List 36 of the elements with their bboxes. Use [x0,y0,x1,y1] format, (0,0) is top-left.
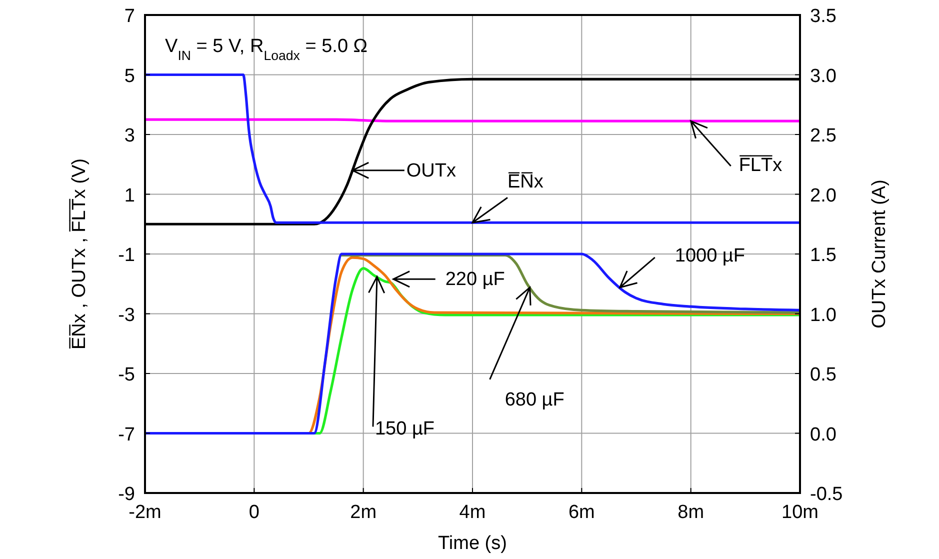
annotation: 220 µF [445,269,505,290]
y2-tick-label: 3.5 [810,6,836,27]
x-tick-label: 4m [459,502,486,523]
text: V$_{IN}$ = 5 V, R$_{Loadx}$ = 5.0 Ω [165,36,368,62]
y2-axis-title: OUTx Current (A) [869,180,890,328]
x-tick-label: -2m [128,502,162,523]
x-tick-label: 0 [248,502,260,523]
annotation: OUTx [406,160,457,182]
y2-tick-label: 0.0 [810,424,836,446]
annotation: F̅L̅T̅x [738,155,783,176]
x-tick-label: 10m [782,502,818,523]
y-tick-label: 3 [124,126,135,146]
x-tick-label: 2m [350,502,377,523]
x-axis-title: Time (s) [438,533,507,554]
y2-tick-label: -0.5 [810,484,843,505]
y-tick-label: -1 [118,245,135,266]
x-tick-label: 6m [568,502,595,523]
y2-tick-label: 1.5 [810,245,836,266]
y2-tick-label: 2.5 [810,126,836,146]
y2-tick-label: 0.5 [810,364,836,386]
y-tick-label: 1 [124,185,135,206]
y2-tick-label: 1.0 [810,304,836,326]
annotation: E̅N̅x [508,172,544,193]
annotation: 150 µF [374,418,435,440]
y2-tick-label: 3.0 [810,66,836,87]
y-axis-title: E̅N̅x , OUTx , F̅L̅T̅x (V) [69,158,90,350]
y-tick-label: -7 [118,424,135,446]
y-tick-label: 7 [124,6,135,27]
y2-tick-label: 2.0 [810,185,836,206]
x-tick-label: 8m [678,502,704,523]
y-tick-label: -3 [118,304,135,326]
y-tick-label: -9 [118,484,135,505]
annotation: 680 µF [504,389,564,410]
y-tick-label: -5 [118,364,135,386]
annotation: 1000 µF [674,245,745,266]
y-tick-label: 5 [124,66,135,87]
